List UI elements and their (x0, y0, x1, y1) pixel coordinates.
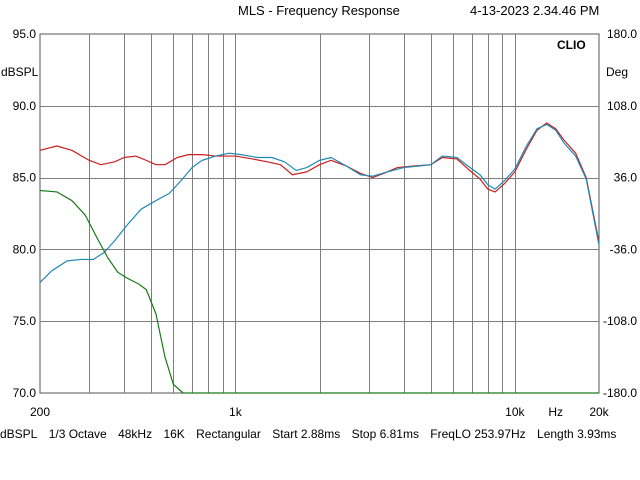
x-axis-ticks: 200 1k 10k Hz 20k (30, 405, 610, 419)
x-tick-label: Hz (548, 405, 563, 419)
brand-label: CLIO (557, 38, 586, 52)
series-line-1 (39, 123, 600, 283)
footer-freqlo: FreqLO 253.97Hz (430, 427, 526, 441)
series-group (39, 122, 600, 394)
footer-fft-size: 16K (163, 427, 185, 441)
y-tick-label: 80.0 (13, 242, 37, 256)
y-tick-label: 70.0 (13, 386, 37, 400)
y-tick-label: 85.0 (13, 171, 37, 185)
chart-title: MLS - Frequency Response (238, 3, 400, 18)
x-tick-label: 200 (30, 405, 50, 419)
y2-tick-label: 180.0 (607, 27, 637, 41)
y2-tick-label: -36.0 (610, 242, 638, 256)
footer-start: Start 2.88ms (272, 427, 341, 441)
x-tick-label: 10k (505, 405, 525, 419)
timestamp: 4-13-2023 2.34.46 PM (470, 3, 600, 18)
footer-unit: dBSPL (0, 427, 38, 441)
y-tick-label: 95.0 (13, 27, 37, 41)
y-tick-label: 75.0 (13, 314, 37, 328)
frequency-response-plot: 95.0 90.0 85.0 80.0 75.0 70.0 180.0 108.0 36.0 -… (1, 27, 637, 419)
footer-window: Rectangular (196, 427, 261, 441)
x-tick-label: 1k (229, 405, 243, 419)
series-line-0 (39, 122, 600, 243)
x-tick-label: 20k (589, 405, 609, 419)
footer-settings: dBSPL 1/3 Octave 48kHz 16K Rectangular S… (0, 427, 640, 441)
y2-tick-label: -108.0 (603, 314, 637, 328)
y2-tick-label: 36.0 (614, 171, 638, 185)
y2-tick-label: -180.0 (603, 386, 637, 400)
y-tick-label: 90.0 (13, 99, 37, 113)
y2-tick-label: 108.0 (607, 99, 637, 113)
vertical-grid (89, 34, 516, 393)
left-axis-ticks: 95.0 90.0 85.0 80.0 75.0 70.0 (13, 27, 37, 400)
footer-sample-rate: 48kHz (118, 427, 153, 441)
footer-stop: Stop 6.81ms (351, 427, 419, 441)
left-axis-label: dBSPL (1, 65, 39, 79)
footer-length: Length 3.93ms (537, 427, 617, 441)
series-line-2 (39, 189, 599, 394)
footer-smoothing: 1/3 Octave (48, 427, 107, 441)
right-axis-label: Deg (606, 65, 628, 79)
right-axis-ticks: 180.0 108.0 36.0 -36.0 -108.0 -180.0 (603, 27, 637, 400)
